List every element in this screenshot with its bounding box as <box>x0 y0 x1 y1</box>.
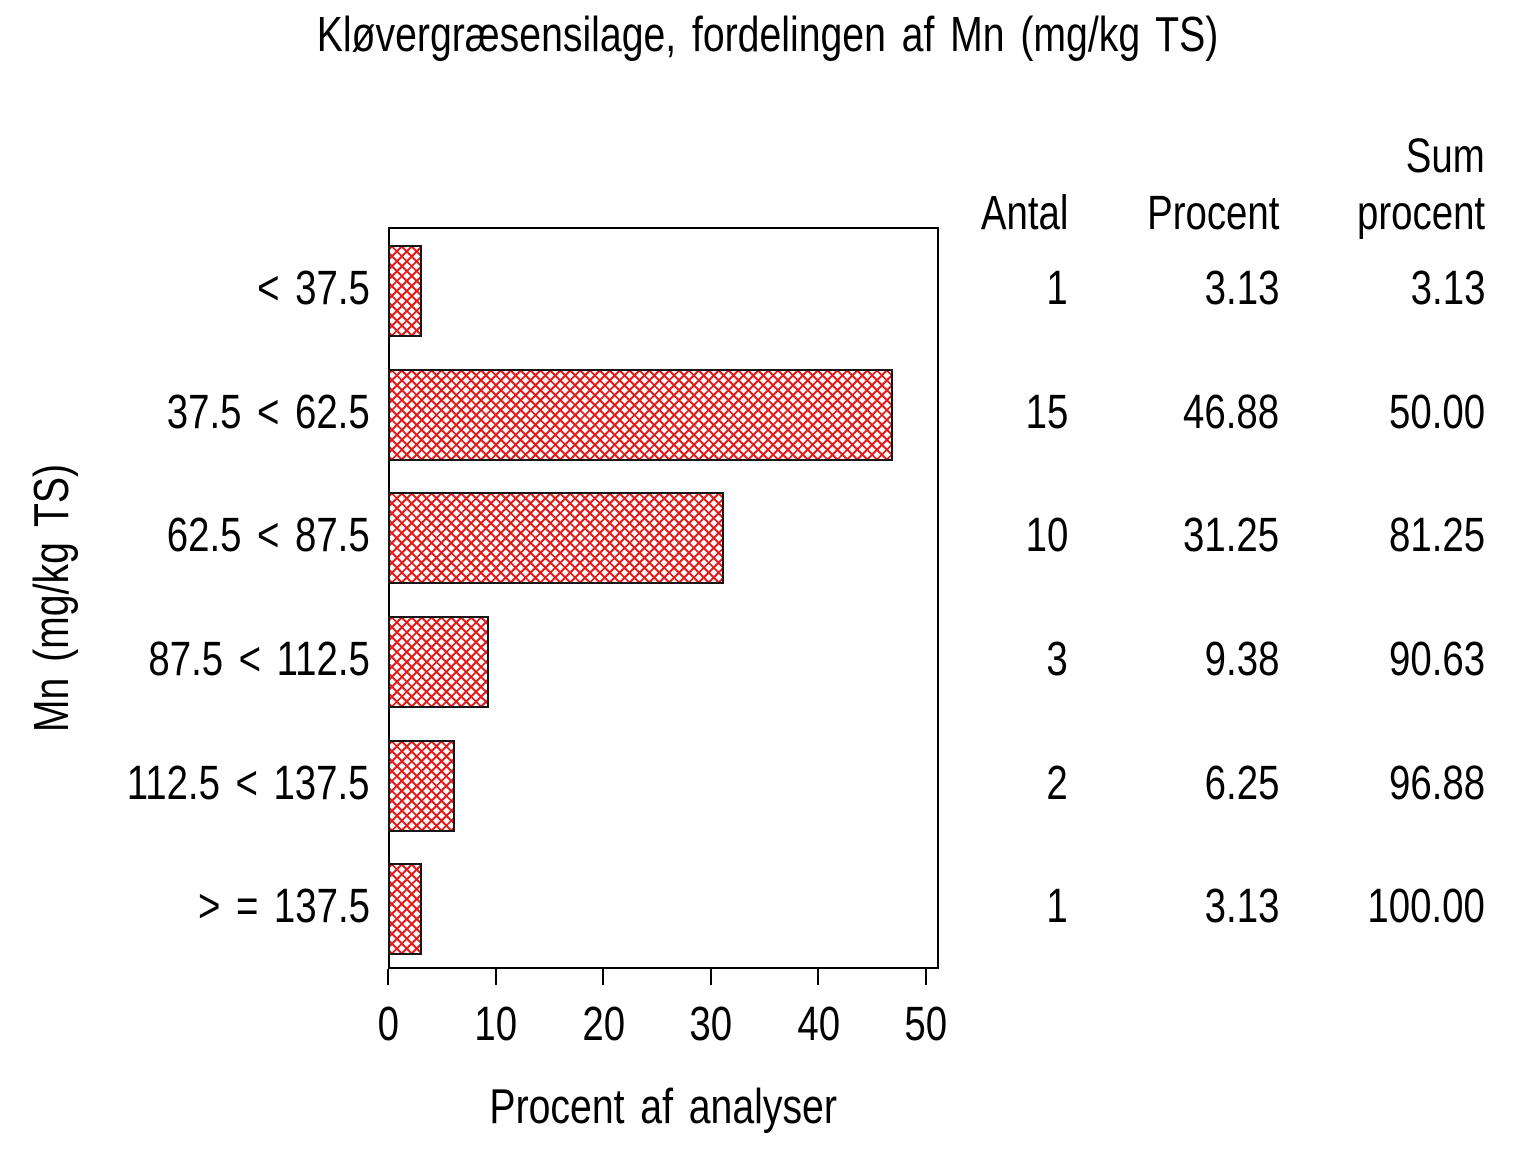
table-cell: 1 <box>1046 880 1068 934</box>
x-axis-tick-label-5: 50 <box>904 998 948 1051</box>
table-cell: 3.13 <box>1204 261 1279 315</box>
table-cell: 9.38 <box>1204 632 1279 686</box>
table-cell: 90.63 <box>1388 632 1485 686</box>
column-header-procent: Procent <box>1146 187 1279 240</box>
table-cell: 1 <box>1046 261 1068 315</box>
table-cell: 3 <box>1046 632 1068 686</box>
summary-table-header: Sum Antal Procent procent <box>950 128 1485 242</box>
table-cell: 3.13 <box>1204 880 1279 934</box>
table-row-4: 2 6.25 96.88 <box>950 755 1485 813</box>
category-label-2: 62.5 < 87.5 <box>167 509 370 563</box>
bar-4 <box>388 739 456 832</box>
x-axis-tick-label-0: 0 <box>377 998 399 1051</box>
x-axis-tick-5 <box>925 969 928 985</box>
category-label-4: 112.5 < 137.5 <box>127 756 370 810</box>
table-cell: 31.25 <box>1182 509 1279 563</box>
category-label-3: 87.5 < 112.5 <box>148 632 370 686</box>
table-cell: 15 <box>1025 385 1068 439</box>
chart-title: Kløvergræsensilage, fordelingen af Mn (m… <box>0 6 1536 64</box>
category-label-0: < 37.5 <box>257 261 370 315</box>
bar-2 <box>388 492 725 585</box>
table-row-3: 3 9.38 90.63 <box>950 631 1485 689</box>
table-cell: 46.88 <box>1182 385 1279 439</box>
table-cell: 3.13 <box>1410 261 1485 315</box>
table-cell: 81.25 <box>1388 509 1485 563</box>
table-cell: 100.00 <box>1367 880 1485 934</box>
table-header-line-2: Antal Procent procent <box>950 185 1485 242</box>
table-cell: 2 <box>1046 756 1068 810</box>
y-axis-title-text: Mn (mg/kg TS) <box>25 463 79 733</box>
x-axis-tick-4 <box>817 969 820 985</box>
table-row-0: 1 3.13 3.13 <box>950 260 1485 318</box>
table-cell: 96.88 <box>1388 756 1485 810</box>
y-axis-title: Mn (mg/kg TS) <box>23 430 81 765</box>
x-axis-tick-label-1: 10 <box>474 998 517 1051</box>
column-header-antal: Antal <box>980 187 1068 240</box>
column-header-sum-line1: Sum <box>1406 130 1485 183</box>
table-cell: 50.00 <box>1388 385 1485 439</box>
table-cell: 10 <box>1025 509 1068 563</box>
table-row-1: 15 46.88 50.00 <box>950 384 1485 442</box>
table-cell: 6.25 <box>1204 756 1279 810</box>
x-axis-tick-label-3: 30 <box>689 998 733 1051</box>
table-row-2: 10 31.25 81.25 <box>950 507 1485 565</box>
x-axis-tick-3 <box>709 969 712 985</box>
bar-5 <box>388 863 422 956</box>
bar-0 <box>388 244 422 337</box>
bar-3 <box>388 615 489 708</box>
x-axis-tick-label-4: 40 <box>797 998 840 1051</box>
category-label-1: 37.5 < 62.5 <box>167 385 370 439</box>
x-axis-tick-0 <box>387 969 389 985</box>
x-axis-tick-2 <box>602 969 605 985</box>
column-header-sum-line2: procent <box>1356 187 1485 240</box>
category-label-5: > = 137.5 <box>197 880 370 934</box>
table-row-5: 1 3.13 100.00 <box>950 878 1485 936</box>
table-header-line-1: Sum <box>950 128 1485 185</box>
bar-1 <box>388 368 893 461</box>
plot-area <box>388 227 939 969</box>
x-axis-title-text: Procent af analyser <box>489 1080 838 1134</box>
x-axis-tick-1 <box>494 969 497 985</box>
x-axis-tick-label-2: 20 <box>581 998 625 1051</box>
x-axis-title: Procent af analyser <box>388 1078 939 1136</box>
chart-title-text: Kløvergræsensilage, fordelingen af Mn (m… <box>317 8 1219 62</box>
